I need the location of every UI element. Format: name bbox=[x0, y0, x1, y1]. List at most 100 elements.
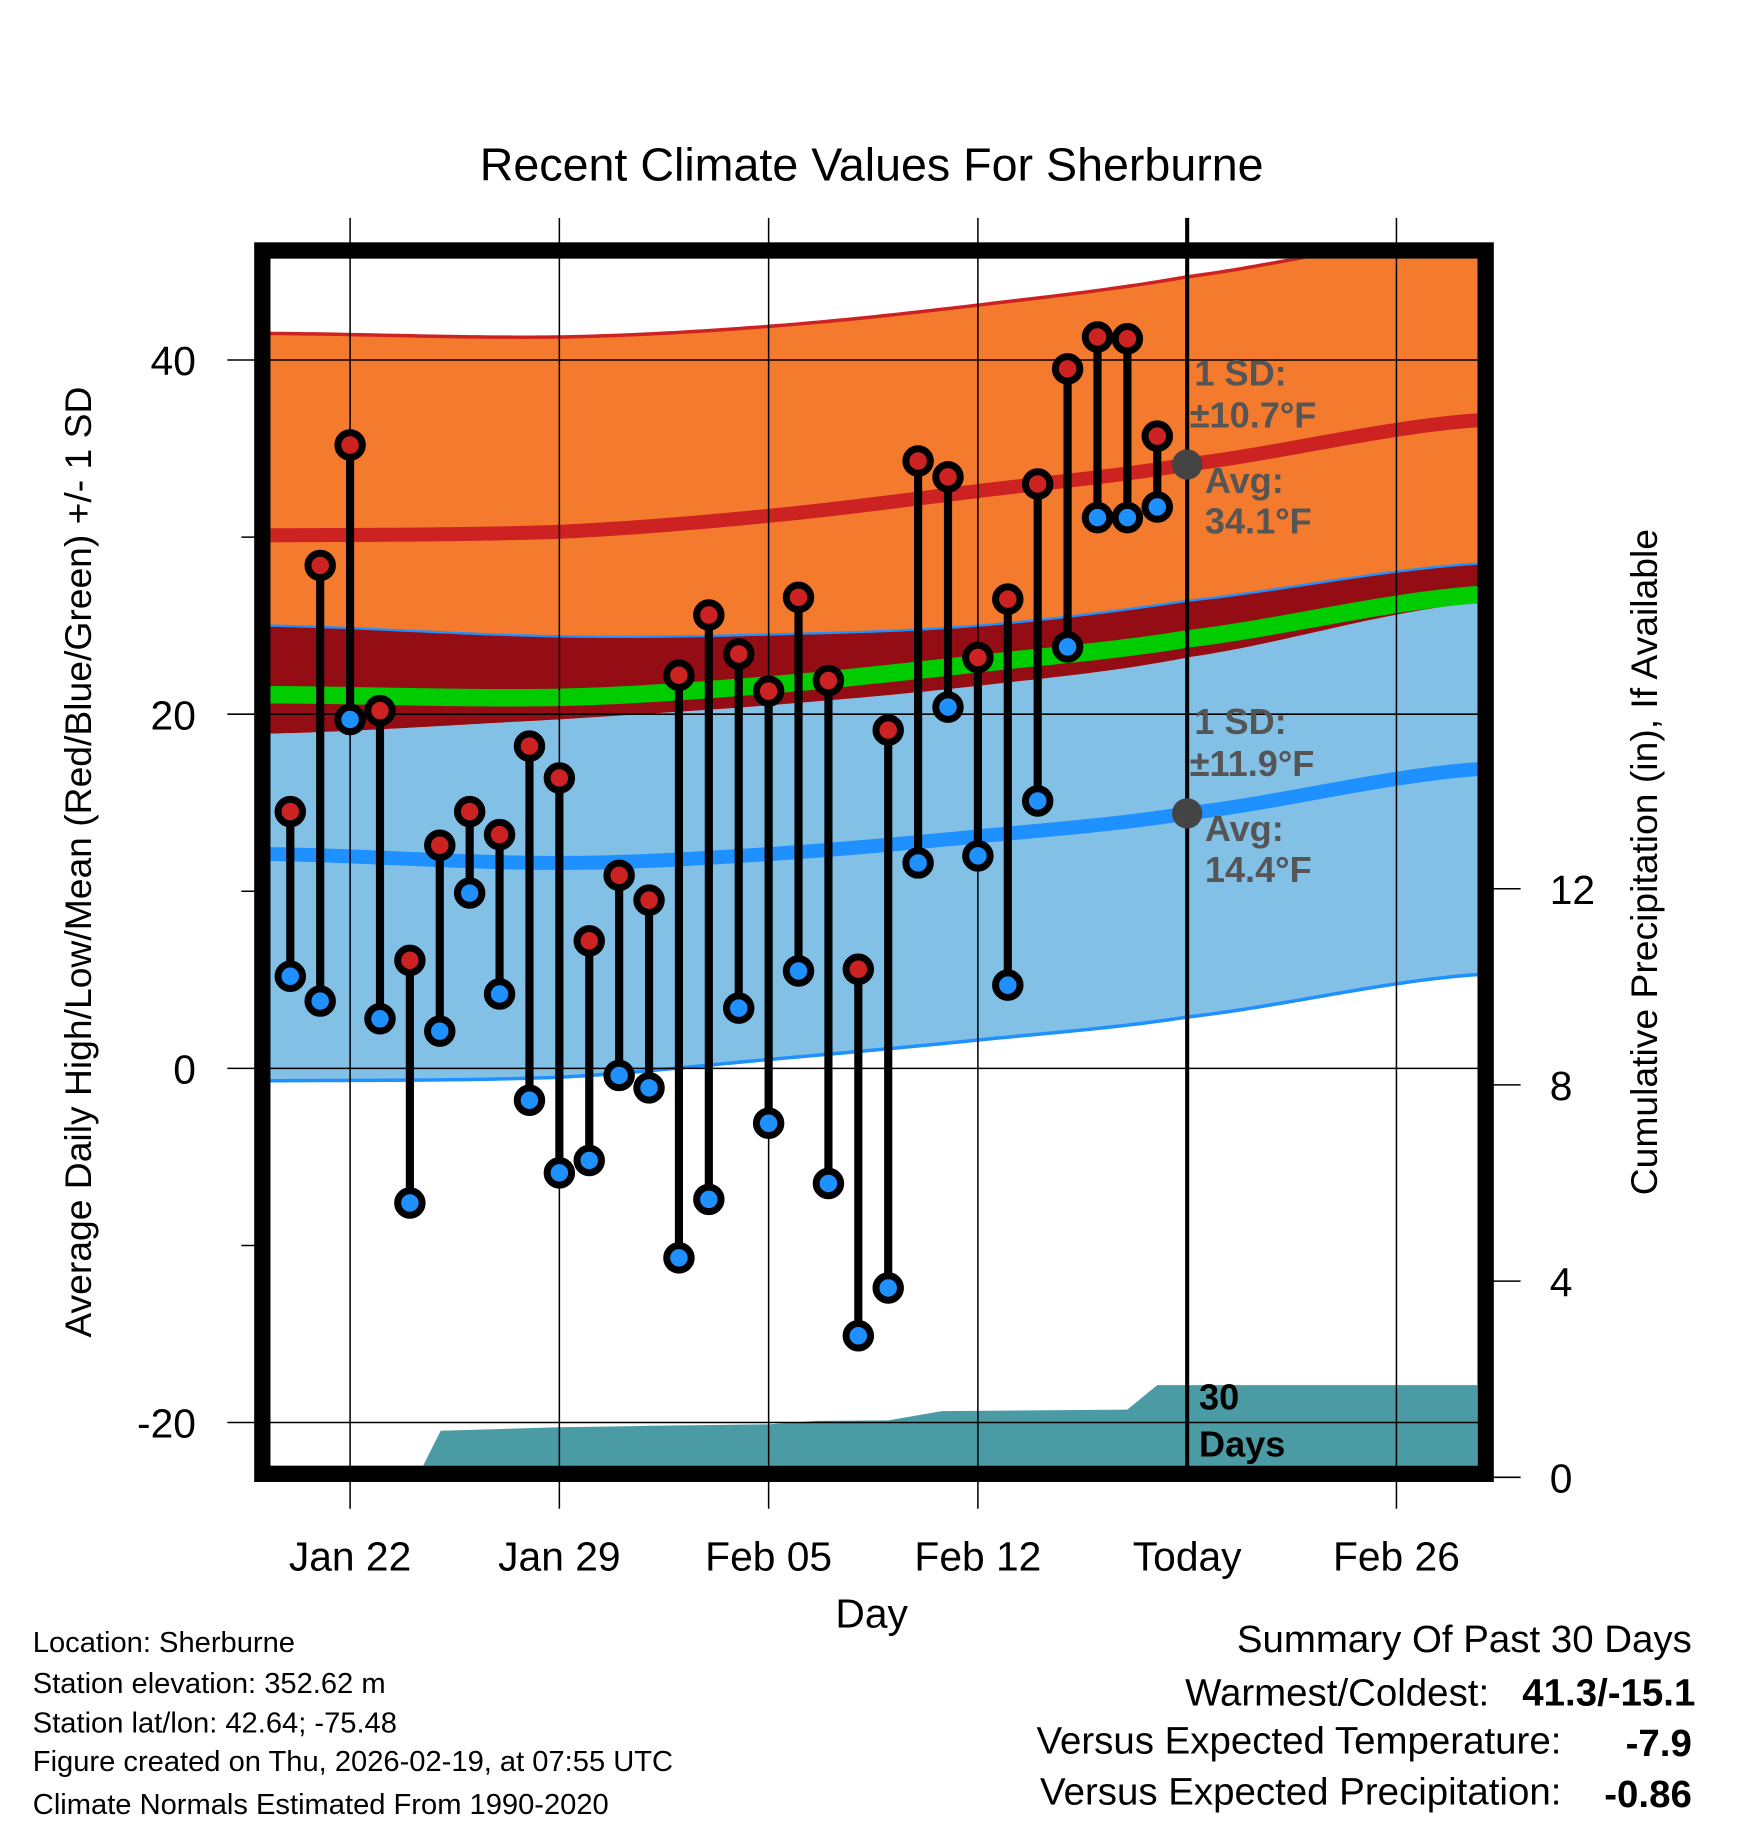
y-tick-label: 0 bbox=[173, 1047, 196, 1093]
daily-high-point bbox=[394, 944, 426, 977]
daily-low-point bbox=[1081, 501, 1114, 534]
observation-marks bbox=[274, 321, 1174, 1352]
y2-tick-label: 0 bbox=[1550, 1455, 1573, 1501]
daily-low-point bbox=[394, 1187, 426, 1219]
summary-warmest-value: 41.3/-15.1 bbox=[1522, 1672, 1695, 1715]
today-high-avg-dot bbox=[1172, 449, 1203, 480]
period-unit: Days bbox=[1199, 1423, 1285, 1464]
y2-axis-label: Cumulative Precipitation (in), If Availa… bbox=[1623, 529, 1665, 1195]
y-tick-label: -20 bbox=[137, 1401, 196, 1447]
footer-created: Figure created on Thu, 2026-02-19, at 07… bbox=[33, 1746, 673, 1778]
normal-mean-line bbox=[270, 586, 1478, 707]
daily-low-point bbox=[603, 1059, 635, 1092]
daily-high-point bbox=[752, 675, 785, 707]
daily-low-point bbox=[424, 1015, 456, 1047]
x-tick-label: Jan 29 bbox=[498, 1534, 620, 1580]
daily-high-point bbox=[1141, 420, 1174, 452]
daily-high-point bbox=[992, 583, 1024, 615]
x-tick-label: Feb 26 bbox=[1333, 1534, 1460, 1580]
daily-low-point bbox=[573, 1144, 605, 1177]
y-tick-label: 20 bbox=[151, 692, 196, 738]
daily-low-point bbox=[1111, 501, 1144, 534]
x-tick-label: Feb 05 bbox=[705, 1534, 832, 1580]
daily-high-point bbox=[573, 925, 605, 957]
footer-elevation: Station elevation: 352.62 m bbox=[33, 1668, 386, 1700]
low-avg-value: 14.4°F bbox=[1205, 849, 1312, 890]
daily-high-point bbox=[932, 461, 964, 493]
y-tick-label: 40 bbox=[151, 338, 196, 384]
daily-low-point bbox=[752, 1107, 785, 1139]
low-sd-value: ±11.9°F bbox=[1190, 743, 1315, 784]
daily-low-point bbox=[633, 1072, 665, 1104]
tick-labels: Jan 22 Jan 29 Feb 05 Feb 12 Today Feb 2640200… bbox=[137, 338, 1595, 1579]
footer-location: Location: Sherburne bbox=[33, 1627, 295, 1659]
period-number: 30 bbox=[1199, 1377, 1239, 1418]
summary-precip-value: -0.86 bbox=[1604, 1773, 1692, 1816]
high-plus-sd-line bbox=[270, 258, 1307, 339]
daily-high-point bbox=[872, 714, 904, 746]
high-sd-band bbox=[270, 258, 1478, 637]
summary-temp-value: -7.9 bbox=[1626, 1722, 1692, 1765]
daily-low-point bbox=[812, 1167, 845, 1200]
footer-latlon: Station lat/lon: 42.64; -75.48 bbox=[33, 1707, 397, 1739]
daily-low-point bbox=[364, 1003, 396, 1035]
precipitation-area bbox=[423, 1385, 1478, 1466]
summary-precip-label: Versus Expected Precipitation: bbox=[1040, 1771, 1561, 1814]
annotations: 1 SD: ±10.7°F Avg: 34.1°F 1 SD: ±11.9°F … bbox=[1190, 353, 1317, 1465]
daily-low-point bbox=[1021, 785, 1054, 817]
daily-low-point bbox=[1051, 631, 1084, 663]
daily-high-point bbox=[334, 429, 366, 461]
y2-tick-label: 12 bbox=[1550, 867, 1595, 913]
summary-title: Summary Of Past 30 Days bbox=[1237, 1618, 1692, 1661]
daily-high-point bbox=[1081, 321, 1114, 353]
low-minus-sd-line bbox=[270, 972, 1478, 1083]
daily-high-point bbox=[1111, 323, 1144, 355]
daily-low-point bbox=[932, 691, 964, 723]
daily-low-point bbox=[872, 1272, 904, 1304]
high-sd-value: ±10.7°F bbox=[1190, 395, 1317, 436]
x-tick-label: Today bbox=[1133, 1534, 1242, 1580]
daily-high-point bbox=[962, 641, 994, 674]
daily-low-point bbox=[334, 703, 366, 736]
chart-title: Recent Climate Values For Sherburne bbox=[480, 139, 1264, 191]
grid-lines bbox=[227, 217, 1521, 1509]
footer: Location: Sherburne Station elevation: 3… bbox=[33, 1627, 673, 1821]
daily-low-point bbox=[543, 1157, 576, 1189]
daily-high-point bbox=[812, 664, 845, 697]
daily-low-point bbox=[723, 992, 755, 1024]
summary: Summary Of Past 30 Days Warmest/Coldest:… bbox=[1036, 1618, 1695, 1816]
daily-low-point bbox=[453, 877, 486, 909]
plot-area bbox=[270, 258, 1478, 1466]
daily-high-point bbox=[663, 659, 695, 691]
y-axis-label: Average Daily High/Low/Mean (Red/Blue/Gr… bbox=[57, 387, 99, 1338]
footer-normals: Climate Normals Estimated From 1990-2020 bbox=[33, 1789, 609, 1821]
normal-high-line bbox=[270, 413, 1478, 543]
daily-low-point bbox=[274, 960, 307, 993]
daily-low-point bbox=[513, 1084, 546, 1116]
low-sd-label: 1 SD: bbox=[1194, 701, 1286, 742]
daily-high-point bbox=[364, 694, 396, 727]
high-minus-sd-line bbox=[270, 562, 1478, 639]
x-tick-label: Jan 22 bbox=[289, 1534, 411, 1580]
daily-low-point bbox=[663, 1242, 695, 1274]
high-avg-value: 34.1°F bbox=[1205, 501, 1312, 542]
daily-high-point bbox=[842, 953, 875, 985]
summary-warmest-label: Warmest/Coldest: bbox=[1185, 1672, 1489, 1715]
daily-high-point bbox=[483, 818, 516, 851]
y2-tick-label: 4 bbox=[1550, 1259, 1573, 1305]
daily-low-point bbox=[693, 1183, 725, 1216]
daily-high-point bbox=[693, 599, 725, 631]
daily-high-point bbox=[304, 549, 336, 582]
daily-low-point bbox=[483, 978, 516, 1010]
y2-tick-label: 8 bbox=[1550, 1063, 1573, 1109]
daily-low-point bbox=[902, 847, 934, 879]
daily-low-point bbox=[962, 840, 994, 872]
daily-high-point bbox=[782, 581, 815, 614]
today-low-avg-dot bbox=[1172, 798, 1203, 829]
x-axis-label: Day bbox=[835, 1591, 908, 1637]
daily-low-point bbox=[304, 985, 336, 1017]
daily-high-point bbox=[633, 884, 665, 916]
low-avg-label: Avg: bbox=[1205, 808, 1284, 849]
daily-low-point bbox=[782, 955, 815, 987]
